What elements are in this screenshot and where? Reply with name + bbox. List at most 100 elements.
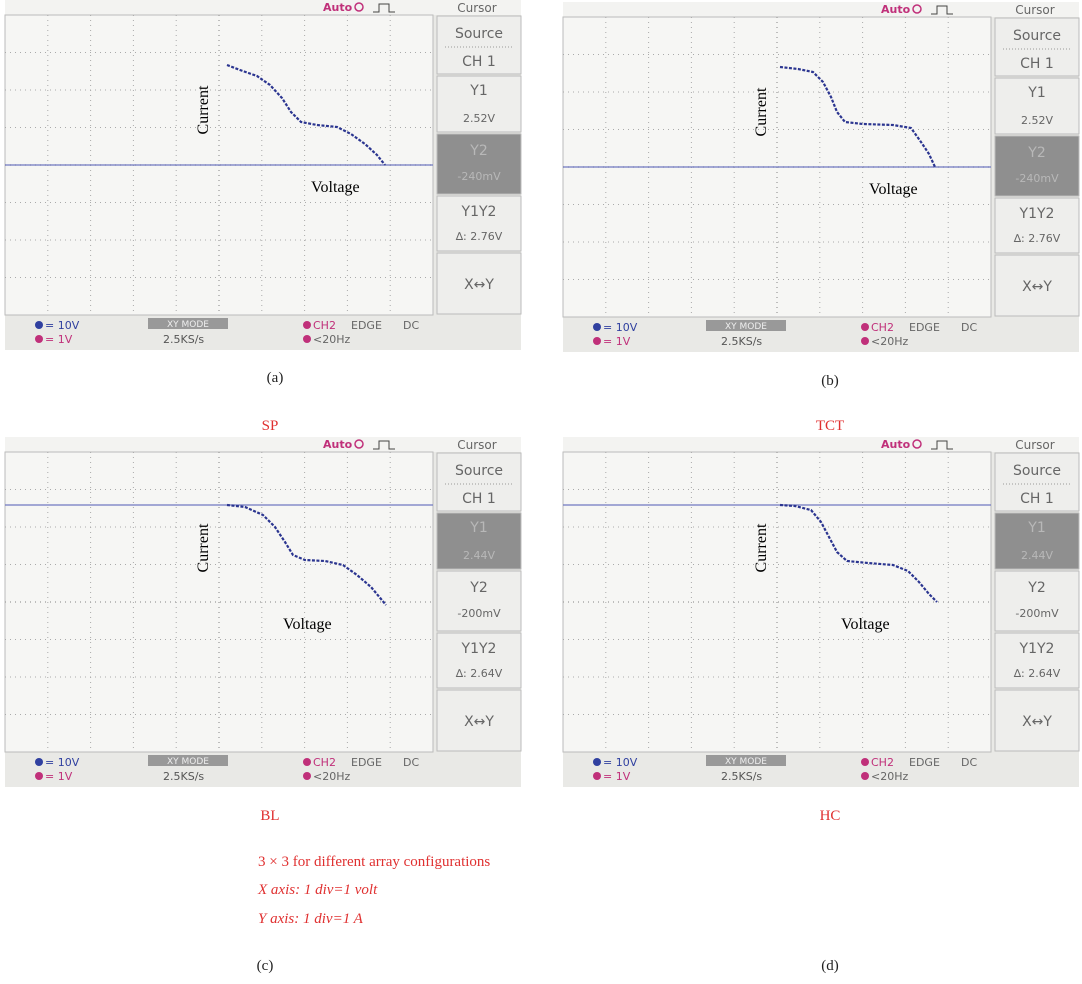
status-text: CH2 (313, 756, 336, 769)
menu-item: Y1 (469, 520, 487, 536)
menu-item: Y2 (1027, 145, 1045, 161)
status-text: 2.5KS/s (163, 333, 204, 346)
menu-item: X↔Y (1022, 714, 1052, 730)
ch2-icon (593, 772, 601, 780)
configuration-label: SP (262, 418, 279, 434)
menu-item: 2.44V (1021, 549, 1053, 562)
top-bar (563, 437, 1079, 452)
configuration-label: BL (260, 808, 279, 824)
top-bar (5, 437, 521, 452)
status-text: DC (403, 756, 419, 769)
status-text: = 10V (603, 756, 638, 769)
note: X axis: 1 div=1 volt (257, 882, 378, 898)
menu-item: ∆: 2.76V (1013, 232, 1061, 245)
ch1-icon (35, 758, 43, 766)
ch2-icon (593, 337, 601, 345)
status-text: EDGE (909, 321, 940, 334)
filter-icon (861, 772, 869, 780)
panel-caption: (b) (821, 373, 839, 389)
menu-item: Source (1013, 463, 1061, 479)
menu-item: CH 1 (1020, 491, 1054, 507)
menu-item: 2.44V (463, 549, 495, 562)
status-text: 2.5KS/s (721, 335, 762, 348)
menu-item: Y1 (469, 83, 487, 99)
status-text: = 10V (603, 321, 638, 334)
status-text: = 10V (45, 756, 80, 769)
menu-item: Y1 (1027, 520, 1045, 536)
trigger-mode: Auto (323, 1, 353, 14)
y-axis-label: Current (753, 87, 770, 136)
ch1-icon (35, 321, 43, 329)
status-text: EDGE (351, 756, 382, 769)
menu-item: Y1Y2 (461, 641, 497, 657)
menu-item: CH 1 (1020, 56, 1054, 72)
trigger-mode: Auto (323, 438, 353, 451)
ch1-icon (593, 758, 601, 766)
x-axis-label: Voltage (283, 616, 332, 633)
menu-item: 2.52V (1021, 114, 1053, 127)
menu-item: X↔Y (464, 714, 494, 730)
ch2-icon (35, 772, 43, 780)
filter-icon (303, 335, 311, 343)
top-bar (5, 0, 521, 15)
menu-item: Y2 (1027, 580, 1045, 596)
status-text: CH2 (871, 756, 894, 769)
y-axis-label: Current (195, 85, 212, 134)
oscilloscope-screen: AutoCursorCurrentVoltageSourceCH 1Y12.44… (563, 437, 1079, 787)
trigger-ch-icon (303, 321, 311, 329)
figure: 3 × 3 for different array configurations… (0, 0, 1082, 984)
menu-item: Y2 (469, 580, 487, 596)
configuration-label: HC (820, 808, 841, 824)
status-text: = 10V (45, 319, 80, 332)
status-text: = 1V (603, 335, 631, 348)
menu-title: Cursor (1015, 3, 1055, 17)
ch2-icon (35, 335, 43, 343)
note: Y axis: 1 div=1 A (258, 911, 364, 927)
status-text: DC (403, 319, 419, 332)
menu-item: -240mV (457, 170, 501, 183)
menu-item: Source (455, 463, 503, 479)
menu-item: ∆: 2.64V (1013, 667, 1061, 680)
note: 3 × 3 for different array configurations (258, 854, 490, 870)
menu-item: -200mV (1015, 607, 1059, 620)
y-axis-label: Current (195, 523, 212, 572)
filter-icon (303, 772, 311, 780)
menu-item: Y1Y2 (461, 204, 497, 220)
status-text: XY MODE (725, 757, 767, 767)
configuration-label: TCT (816, 418, 844, 434)
status-text: = 1V (45, 770, 73, 783)
status-text: EDGE (909, 756, 940, 769)
menu-item: -240mV (1015, 172, 1059, 185)
status-text: XY MODE (725, 322, 767, 332)
trigger-ch-icon (861, 758, 869, 766)
status-text: CH2 (871, 321, 894, 334)
status-text: <20Hz (313, 770, 350, 783)
status-text: <20Hz (871, 770, 908, 783)
menu-title: Cursor (1015, 438, 1055, 452)
status-text: <20Hz (313, 333, 350, 346)
menu-item: CH 1 (462, 54, 496, 70)
menu-title: Cursor (457, 438, 497, 452)
status-text: EDGE (351, 319, 382, 332)
menu-title: Cursor (457, 1, 497, 15)
menu-item: X↔Y (1022, 279, 1052, 295)
top-bar (563, 2, 1079, 17)
panel-caption: (c) (257, 958, 274, 974)
status-text: XY MODE (167, 320, 209, 330)
status-text: 2.5KS/s (721, 770, 762, 783)
status-text: <20Hz (871, 335, 908, 348)
status-text: XY MODE (167, 757, 209, 767)
trigger-mode: Auto (881, 438, 911, 451)
menu-item: 2.52V (463, 112, 495, 125)
status-text: 2.5KS/s (163, 770, 204, 783)
menu-item: Y1 (1027, 85, 1045, 101)
menu-item: X↔Y (464, 277, 494, 293)
trigger-ch-icon (861, 323, 869, 331)
panel-caption: (a) (267, 370, 284, 386)
menu-item: ∆: 2.76V (455, 230, 503, 243)
menu-item: Source (1013, 28, 1061, 44)
status-text: DC (961, 321, 977, 334)
panel-caption: (d) (821, 958, 839, 974)
